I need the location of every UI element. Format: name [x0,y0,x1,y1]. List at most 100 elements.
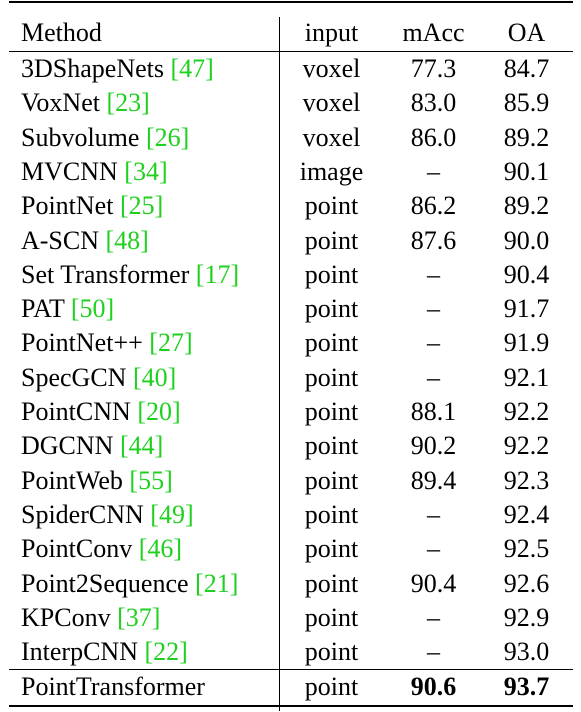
method-name: MVCNN [21,157,118,186]
oa-cell: 92.3 [503,466,550,495]
method-cell: PointNet++ [27] [21,326,193,360]
method-name: DGCNN [21,431,114,460]
input-cell: point [304,191,359,220]
oa-cell: 93.0 [503,637,550,666]
oa-cell: 89.2 [503,191,550,220]
citation-link[interactable]: [50] [70,294,115,323]
method-cell: Point2Sequence [21] [21,567,238,601]
macc-cell: 86.2 [410,191,457,220]
header-input: input [304,18,359,47]
macc-cell: – [427,363,440,392]
macc-cell: 86.0 [410,123,457,152]
input-cell: image [299,157,364,186]
macc-cell: 87.6 [410,226,457,255]
method-cell: A-SCN [48] [21,224,149,258]
oa-cell: 92.2 [503,431,550,460]
method-name: A-SCN [21,226,100,255]
citation-link[interactable]: [48] [105,226,149,255]
column-divider [279,17,280,711]
final-input: point [304,672,359,701]
method-name: SpecGCN [21,363,127,392]
citation-link[interactable]: [34] [124,157,168,186]
oa-cell: 92.5 [503,534,550,563]
input-cell: voxel [302,123,361,152]
method-name: KPConv [21,603,111,632]
final-macc: 90.6 [410,672,457,701]
method-cell: PAT [50] [21,292,114,326]
oa-cell: 92.1 [503,363,550,392]
top-rule [9,1,573,3]
method-name: VoxNet [21,88,100,117]
method-name: Point2Sequence [21,569,189,598]
citation-link[interactable]: [23] [106,88,150,117]
method-cell: SpecGCN [40] [21,361,176,395]
macc-cell: 89.4 [410,466,457,495]
header-rule [9,51,573,52]
citation-link[interactable]: [46] [138,534,183,563]
input-cell: point [304,397,359,426]
method-cell: KPConv [37] [21,601,160,635]
method-cell: MVCNN [34] [21,155,168,189]
method-cell: VoxNet [23] [21,86,150,120]
macc-cell: 90.4 [410,569,457,598]
oa-cell: 92.2 [503,397,550,426]
citation-link[interactable]: [21] [195,569,239,598]
header-oa: OA [507,18,546,47]
citation-link[interactable]: [26] [145,123,190,152]
method-name: PointWeb [21,466,123,495]
input-cell: point [304,226,359,255]
citation-link[interactable]: [22] [144,637,188,666]
macc-cell: – [427,328,440,357]
macc-cell: – [427,294,440,323]
citation-link[interactable]: [55] [129,466,173,495]
method-cell: DGCNN [44] [21,429,163,463]
citation-link[interactable]: [17] [195,260,240,289]
citation-link[interactable]: [49] [150,500,194,529]
citation-link[interactable]: [27] [149,328,193,357]
final-rule [9,669,573,670]
final-oa: 93.7 [503,672,550,701]
citation-link[interactable]: [40] [132,363,177,392]
method-cell: 3DShapeNets [47] [21,52,214,86]
citation-link[interactable]: [20] [137,397,181,426]
macc-cell: – [427,534,440,563]
oa-cell: 92.9 [503,603,550,632]
citation-link[interactable]: [25] [119,191,164,220]
oa-cell: 92.6 [503,569,550,598]
method-name: InterpCNN [21,637,138,666]
header-macc: mAcc [402,18,465,47]
method-name: SpiderCNN [21,500,144,529]
method-cell: PointCNN [20] [21,395,181,429]
method-cell: PointWeb [55] [21,464,173,498]
citation-link[interactable]: [44] [119,431,164,460]
method-cell: Subvolume [26] [21,121,189,155]
method-cell: Set Transformer [17] [21,258,239,292]
method-cell: PointNet [25] [21,189,163,223]
citation-link[interactable]: [47] [170,54,214,83]
citation-link[interactable]: [37] [117,603,161,632]
input-cell: point [304,569,359,598]
macc-cell: 83.0 [410,88,457,117]
input-cell: point [304,328,359,357]
oa-cell: 91.9 [503,328,550,357]
method-cell: SpiderCNN [49] [21,498,194,532]
method-name: PointCNN [21,397,131,426]
method-cell: PointConv [46] [21,532,182,566]
macc-cell: – [427,500,440,529]
input-cell: voxel [302,54,361,83]
input-cell: point [304,294,359,323]
input-cell: voxel [302,88,361,117]
input-cell: point [304,363,359,392]
input-cell: point [304,534,359,563]
method-cell: InterpCNN [22] [21,635,188,669]
input-cell: point [304,431,359,460]
input-cell: point [304,637,359,666]
oa-cell: 90.0 [503,226,550,255]
oa-cell: 85.9 [503,88,550,117]
method-name: PointConv [21,534,133,563]
input-cell: point [304,466,359,495]
macc-cell: – [427,603,440,632]
macc-cell: – [427,637,440,666]
method-name: Subvolume [21,123,140,152]
macc-cell: 88.1 [410,397,457,426]
